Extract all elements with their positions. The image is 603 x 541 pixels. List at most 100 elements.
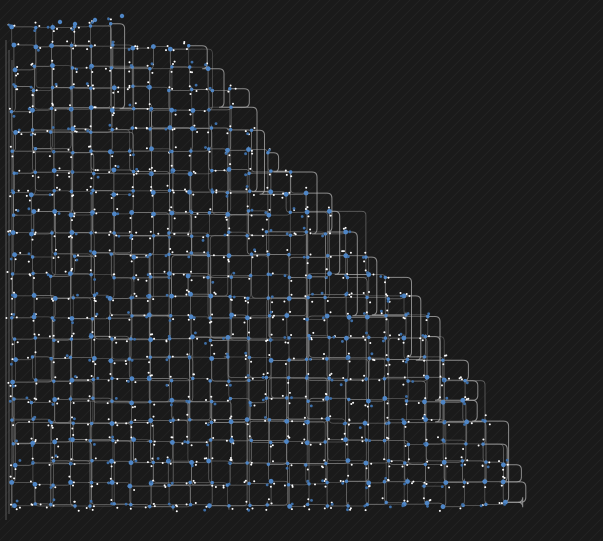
graph-node[interactable]	[67, 125, 78, 133]
graph-node[interactable]	[419, 334, 430, 342]
graph-node[interactable]	[188, 108, 196, 116]
graph-node[interactable]	[87, 395, 95, 402]
graph-node[interactable]	[362, 331, 372, 344]
graph-node[interactable]	[182, 270, 193, 282]
graph-node[interactable]	[321, 478, 329, 488]
graph-node[interactable]	[147, 44, 156, 49]
graph-node[interactable]	[249, 248, 259, 259]
graph-node[interactable]	[402, 354, 410, 364]
graph-node[interactable]	[68, 458, 76, 466]
graph-node[interactable]	[10, 418, 15, 427]
graph-node[interactable]	[228, 457, 233, 465]
graph-node[interactable]	[344, 291, 353, 298]
graph-node[interactable]	[281, 191, 291, 199]
graph-node[interactable]	[109, 106, 115, 117]
graph-node[interactable]	[50, 82, 58, 90]
graph-node[interactable]	[439, 396, 449, 405]
graph-node[interactable]	[210, 480, 217, 488]
graph-node[interactable]	[148, 166, 156, 177]
graph-node[interactable]	[302, 226, 312, 235]
graph-node[interactable]	[127, 483, 136, 491]
graph-node[interactable]	[11, 337, 19, 346]
graph-node[interactable]	[129, 292, 138, 300]
graph-node[interactable]	[477, 438, 485, 447]
graph-node[interactable]	[284, 418, 294, 424]
graph-node[interactable]	[322, 353, 329, 361]
graph-node[interactable]	[210, 168, 217, 173]
graph-node[interactable]	[269, 440, 274, 448]
graph-node[interactable]	[166, 227, 176, 239]
graph-node[interactable]	[287, 502, 294, 511]
graph-node[interactable]	[378, 373, 389, 382]
graph-node[interactable]	[265, 478, 276, 488]
graph-node[interactable]	[283, 483, 294, 488]
graph-node[interactable]	[129, 254, 138, 263]
graph-node[interactable]	[342, 418, 351, 426]
graph-node[interactable]	[438, 504, 446, 512]
graph-node[interactable]	[225, 435, 235, 445]
graph-node[interactable]	[130, 126, 138, 130]
graph-node[interactable]	[367, 352, 376, 362]
graph-node[interactable]	[401, 499, 409, 508]
graph-node[interactable]	[281, 391, 293, 405]
graph-node[interactable]	[90, 457, 97, 463]
graph-node[interactable]	[246, 205, 254, 217]
graph-node[interactable]	[130, 436, 137, 443]
graph-node[interactable]	[205, 395, 217, 406]
graph-node[interactable]	[124, 357, 134, 365]
graph-node[interactable]	[459, 503, 465, 510]
graph-node[interactable]	[210, 188, 218, 194]
graph-node[interactable]	[380, 309, 389, 321]
graph-node[interactable]	[12, 169, 21, 175]
graph-node[interactable]	[228, 294, 236, 301]
graph-node[interactable]	[382, 396, 389, 405]
graph-node[interactable]	[206, 377, 212, 383]
graph-node[interactable]	[149, 186, 156, 197]
graph-node[interactable]	[261, 393, 273, 402]
graph-node[interactable]	[12, 83, 19, 91]
graph-node[interactable]	[345, 458, 353, 466]
graph-node[interactable]	[9, 251, 22, 261]
graph-node[interactable]	[68, 230, 78, 239]
graph-node[interactable]	[146, 371, 153, 381]
graph-node[interactable]	[10, 499, 21, 511]
graph-node[interactable]	[148, 479, 155, 486]
graph-node[interactable]	[50, 231, 56, 238]
graph-node[interactable]	[306, 479, 316, 486]
graph-node[interactable]	[327, 335, 336, 340]
graph-node[interactable]	[346, 504, 352, 512]
graph-node[interactable]	[382, 436, 390, 443]
graph-node[interactable]	[204, 338, 213, 347]
graph-node[interactable]	[302, 416, 310, 426]
graph-node[interactable]	[266, 460, 274, 466]
graph-node[interactable]	[189, 124, 199, 133]
graph-node[interactable]	[304, 395, 313, 408]
graph-node[interactable]	[266, 272, 274, 277]
graph-node[interactable]	[423, 438, 429, 447]
graph-node[interactable]	[323, 501, 334, 510]
graph-node[interactable]	[307, 331, 315, 341]
graph-node[interactable]	[268, 169, 273, 176]
graph-node[interactable]	[282, 310, 292, 321]
graph-node[interactable]	[498, 458, 509, 471]
graph-node[interactable]	[108, 123, 118, 132]
graph-node[interactable]	[203, 457, 214, 464]
graph-node[interactable]	[186, 353, 192, 360]
graph-node[interactable]	[86, 312, 99, 321]
graph-node[interactable]	[184, 209, 199, 218]
graph-node[interactable]	[288, 207, 296, 214]
graph-node[interactable]	[126, 376, 137, 384]
graph-node[interactable]	[187, 233, 194, 238]
graph-node[interactable]	[462, 480, 469, 488]
graph-node[interactable]	[145, 146, 154, 152]
graph-node[interactable]	[88, 105, 97, 111]
graph-node[interactable]	[11, 439, 20, 446]
graph-node[interactable]	[86, 185, 97, 195]
graph-node[interactable]	[148, 400, 156, 406]
graph-node[interactable]	[129, 210, 135, 219]
graph-node[interactable]	[6, 271, 15, 280]
graph-node[interactable]	[73, 254, 79, 262]
graph-node[interactable]	[57, 19, 63, 25]
graph-node[interactable]	[49, 40, 54, 49]
graph-node[interactable]	[421, 413, 433, 422]
